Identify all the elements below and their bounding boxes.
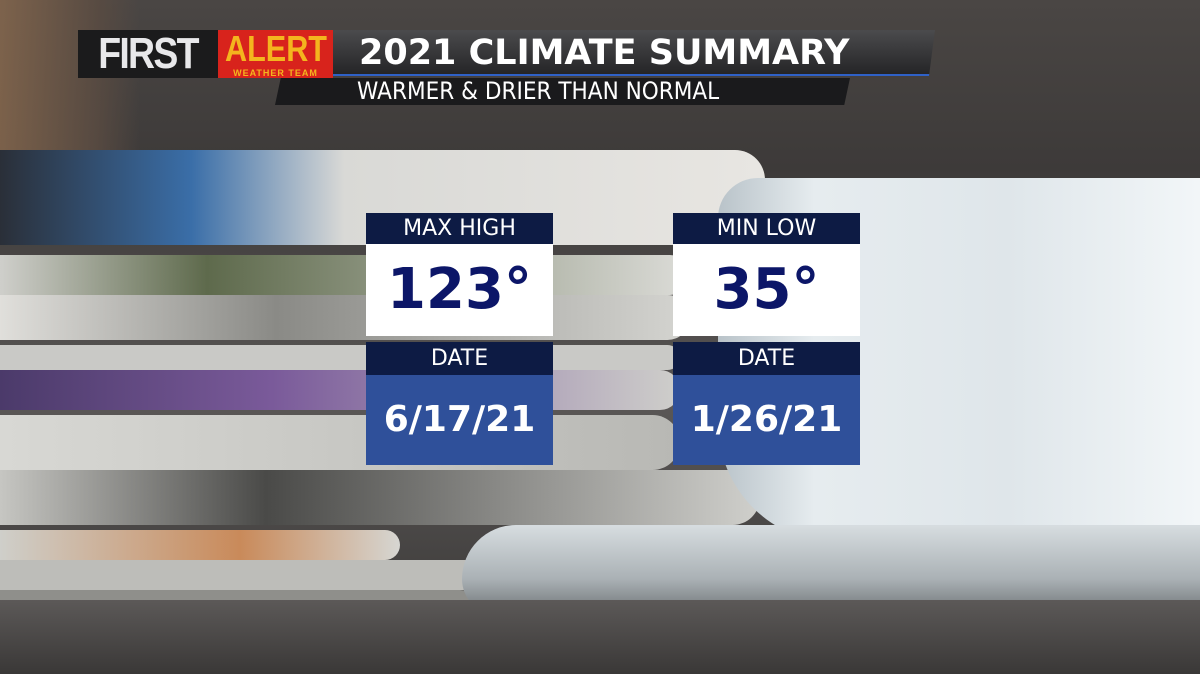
subtitle: WARMER & DRIER THAN NORMAL bbox=[357, 77, 720, 105]
logo-alert-text: ALERT bbox=[224, 28, 327, 69]
date-label: DATE bbox=[673, 342, 860, 375]
date-value: 6/17/21 bbox=[366, 375, 553, 465]
newspaper-stack-photo bbox=[0, 150, 770, 640]
logo-alert-box: ALERT WEATHER TEAM bbox=[218, 30, 333, 78]
logo-team-text: WEATHER TEAM bbox=[233, 68, 318, 78]
date-label: DATE bbox=[366, 342, 553, 375]
page-title: 2021 CLIMATE SUMMARY bbox=[333, 30, 935, 76]
logo-first-text: FIRST bbox=[98, 29, 199, 78]
card-value: 123° bbox=[366, 244, 553, 336]
max-high-card: MAX HIGH 123° DATE 6/17/21 bbox=[366, 213, 553, 465]
first-alert-logo: FIRST ALERT WEATHER TEAM bbox=[78, 30, 333, 78]
table-surface bbox=[0, 600, 1200, 674]
subtitle-bar: WARMER & DRIER THAN NORMAL bbox=[275, 78, 850, 105]
card-value: 35° bbox=[673, 244, 860, 336]
date-value: 1/26/21 bbox=[673, 375, 860, 465]
card-label: MAX HIGH bbox=[366, 213, 553, 244]
card-label: MIN LOW bbox=[673, 213, 860, 244]
min-low-card: MIN LOW 35° DATE 1/26/21 bbox=[673, 213, 860, 465]
